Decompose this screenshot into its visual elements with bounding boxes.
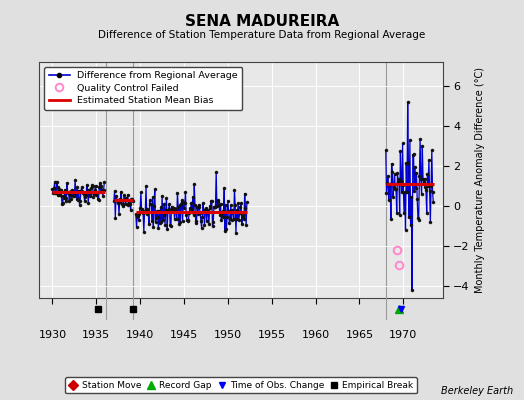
- Text: 1950: 1950: [214, 330, 242, 340]
- Legend: Difference from Regional Average, Quality Control Failed, Estimated Station Mean: Difference from Regional Average, Qualit…: [44, 67, 243, 110]
- Legend: Station Move, Record Gap, Time of Obs. Change, Empirical Break: Station Move, Record Gap, Time of Obs. C…: [66, 377, 417, 394]
- Text: SENA MADUREIRA: SENA MADUREIRA: [185, 14, 339, 29]
- Text: 1955: 1955: [258, 330, 286, 340]
- Text: Difference of Station Temperature Data from Regional Average: Difference of Station Temperature Data f…: [99, 30, 425, 40]
- Text: Berkeley Earth: Berkeley Earth: [441, 386, 514, 396]
- Y-axis label: Monthly Temperature Anomaly Difference (°C): Monthly Temperature Anomaly Difference (…: [475, 67, 485, 293]
- Text: 1940: 1940: [126, 330, 154, 340]
- Text: 1935: 1935: [82, 330, 111, 340]
- Text: 1970: 1970: [389, 330, 418, 340]
- Text: 1945: 1945: [170, 330, 198, 340]
- Text: 1960: 1960: [301, 330, 330, 340]
- Text: 1965: 1965: [345, 330, 374, 340]
- Text: 1930: 1930: [38, 330, 67, 340]
